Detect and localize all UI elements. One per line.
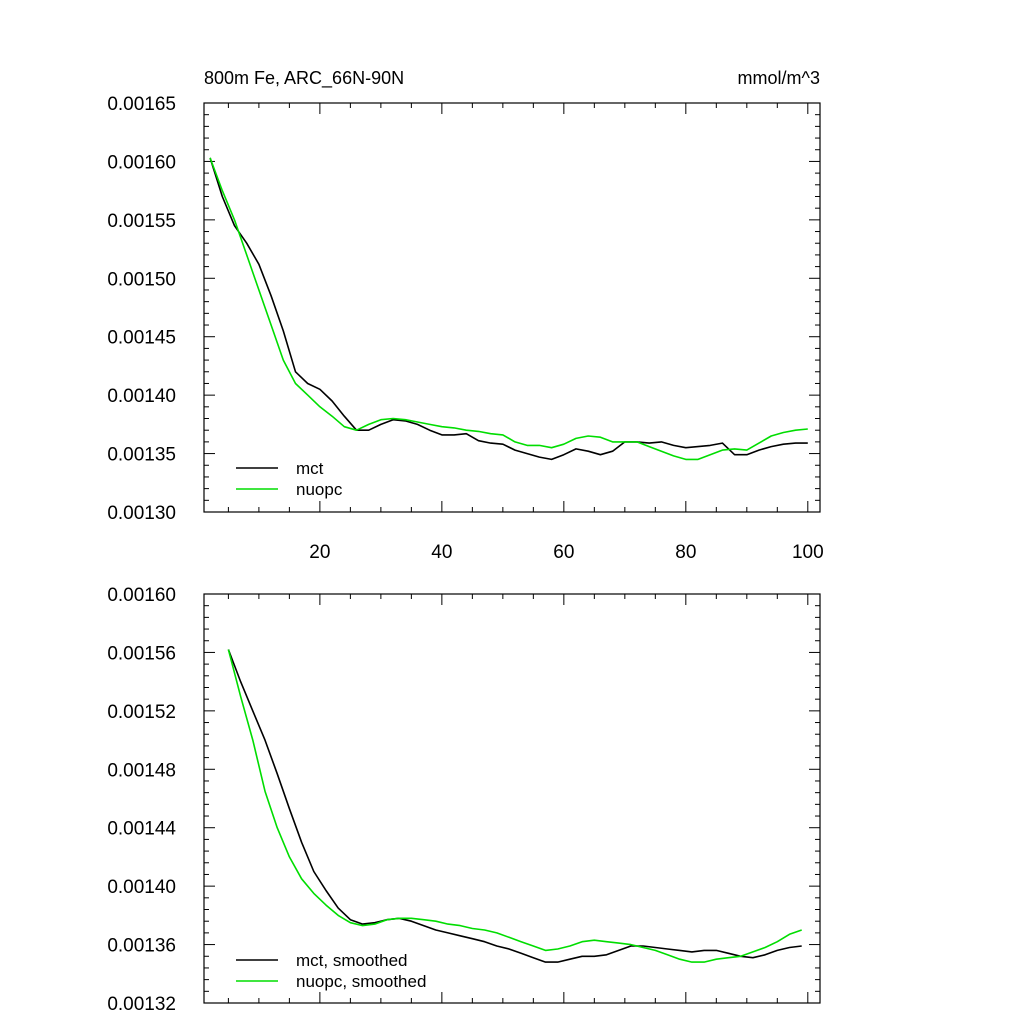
y-tick-label: 0.00136: [107, 936, 176, 957]
series-line-mct-smoothed: [227, 649, 802, 963]
x-tick-label: 80: [675, 542, 696, 563]
y-tick-label: 0.00152: [107, 702, 176, 723]
series-line-nuopc: [209, 157, 808, 461]
y-tick-label: 0.00160: [107, 585, 176, 606]
plot-frame: [203, 102, 821, 513]
y-tick-label: 0.00140: [107, 877, 176, 898]
y-tick-label: 0.00155: [107, 211, 176, 232]
series-line-nuopc-smoothed: [227, 649, 802, 963]
x-tick-label: 40: [431, 542, 452, 563]
plot-frame: [203, 593, 821, 1004]
y-tick-label: 0.00165: [107, 94, 176, 115]
series-line-mct: [209, 157, 808, 461]
y-tick-label: 0.00150: [107, 269, 176, 290]
y-tick-label: 0.00130: [107, 503, 176, 524]
legend-label: mct: [296, 459, 324, 478]
y-tick-label: 0.00156: [107, 643, 176, 664]
y-tick-label: 0.00144: [107, 819, 176, 840]
y-tick-label: 0.00135: [107, 445, 176, 466]
legend-label: nuopc: [296, 480, 343, 499]
x-tick-label: 20: [309, 542, 330, 563]
y-tick-label: 0.00145: [107, 328, 176, 349]
y-tick-label: 0.00160: [107, 152, 176, 173]
units-label: mmol/m^3: [738, 68, 820, 88]
x-tick-label: 100: [792, 542, 824, 563]
chart-title: 800m Fe, ARC_66N-90N: [204, 68, 404, 89]
y-tick-label: 0.00148: [107, 760, 176, 781]
chart-top: 20 40 60 80 100 0.00130 0.00135 0.00140 0.00145 0…: [107, 68, 823, 563]
legend-label: mct, smoothed: [296, 951, 408, 970]
x-tick-label: 60: [553, 542, 574, 563]
chart-bottom: 0.00132 0.00136 0.00140 0.00144 0.00148 0.001…: [107, 585, 821, 1015]
y-tick-label: 0.00140: [107, 386, 176, 407]
legend-label: nuopc, smoothed: [296, 972, 426, 991]
y-tick-label: 0.00132: [107, 994, 176, 1015]
